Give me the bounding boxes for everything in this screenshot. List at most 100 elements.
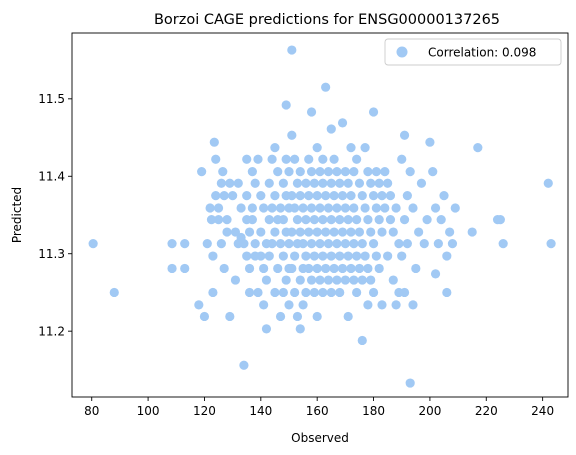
data-point	[278, 215, 288, 225]
data-point	[349, 239, 359, 249]
data-point	[346, 143, 356, 153]
data-point	[244, 263, 255, 274]
data-point	[281, 154, 291, 164]
data-point	[402, 239, 412, 249]
data-point	[270, 287, 280, 298]
data-point	[377, 227, 387, 237]
x-tick-label: 120	[193, 404, 216, 418]
data-point	[261, 324, 272, 334]
x-tick-label: 240	[531, 404, 554, 418]
data-point	[281, 100, 291, 110]
data-point	[411, 263, 421, 274]
data-point	[397, 251, 407, 261]
data-point	[301, 287, 311, 298]
data-point	[304, 154, 314, 164]
data-point	[267, 239, 277, 249]
data-point	[337, 118, 348, 128]
data-point	[247, 167, 257, 177]
data-point	[335, 215, 345, 225]
data-point	[213, 203, 224, 213]
data-point	[270, 143, 280, 153]
data-point	[270, 227, 280, 237]
data-point	[109, 287, 119, 298]
data-point	[354, 178, 365, 188]
data-point	[340, 167, 350, 177]
data-point	[295, 324, 305, 334]
data-point	[366, 178, 376, 188]
data-point	[222, 227, 232, 237]
data-point	[323, 203, 334, 213]
chart-title: Borzoi CAGE predictions for ENSG00000137…	[154, 12, 500, 28]
data-point	[323, 239, 334, 249]
data-point	[346, 263, 356, 274]
data-point	[495, 215, 505, 225]
data-point	[363, 167, 373, 177]
data-point	[343, 178, 353, 188]
data-point	[337, 227, 348, 237]
data-point	[399, 287, 410, 298]
data-point	[216, 239, 226, 249]
data-point	[363, 300, 373, 310]
data-point	[306, 275, 317, 285]
data-point	[394, 239, 404, 249]
data-point	[209, 137, 219, 147]
legend-marker	[396, 46, 408, 58]
data-point	[259, 300, 269, 310]
data-point	[450, 203, 460, 213]
data-point	[225, 178, 235, 188]
legend: Correlation: 0.098	[384, 38, 562, 66]
data-point	[335, 251, 345, 261]
x-tick-label: 220	[475, 404, 498, 418]
data-point	[447, 239, 458, 249]
data-point	[321, 82, 331, 92]
data-point	[287, 191, 297, 201]
data-point	[388, 227, 398, 237]
data-point	[340, 239, 350, 249]
data-point	[368, 239, 379, 249]
data-point	[306, 107, 317, 117]
data-point	[318, 154, 328, 164]
data-point	[383, 251, 393, 261]
data-point	[304, 227, 314, 237]
data-point	[290, 251, 300, 261]
data-point	[88, 239, 98, 249]
data-point	[287, 263, 297, 274]
data-point	[388, 275, 398, 285]
data-point	[225, 311, 235, 322]
data-point	[337, 191, 348, 201]
data-point	[239, 360, 249, 370]
data-point	[428, 167, 438, 177]
data-point	[295, 191, 305, 201]
data-point	[425, 137, 435, 147]
data-point	[439, 191, 449, 201]
data-point	[298, 203, 308, 213]
data-point	[242, 191, 252, 201]
data-point	[405, 167, 415, 177]
data-point	[312, 143, 322, 153]
data-point	[287, 227, 297, 237]
data-point	[278, 251, 288, 261]
data-point	[371, 167, 381, 177]
data-point	[473, 143, 483, 153]
data-point	[281, 275, 291, 285]
data-point	[239, 239, 249, 249]
y-tick-label: 11.4	[38, 170, 65, 184]
data-point	[202, 239, 212, 249]
data-point	[275, 311, 286, 322]
x-tick-label: 80	[84, 404, 99, 418]
data-point	[284, 167, 294, 177]
data-point	[259, 203, 269, 213]
data-point	[298, 239, 308, 249]
data-point	[292, 215, 303, 225]
data-point	[264, 251, 274, 261]
data-point	[211, 191, 221, 201]
data-point	[273, 263, 283, 274]
data-point	[340, 203, 350, 213]
y-tick-label: 11.2	[38, 324, 65, 338]
data-point	[284, 300, 294, 310]
data-point	[445, 227, 455, 237]
data-point	[167, 239, 177, 249]
data-point	[337, 263, 348, 274]
data-point	[346, 227, 356, 237]
